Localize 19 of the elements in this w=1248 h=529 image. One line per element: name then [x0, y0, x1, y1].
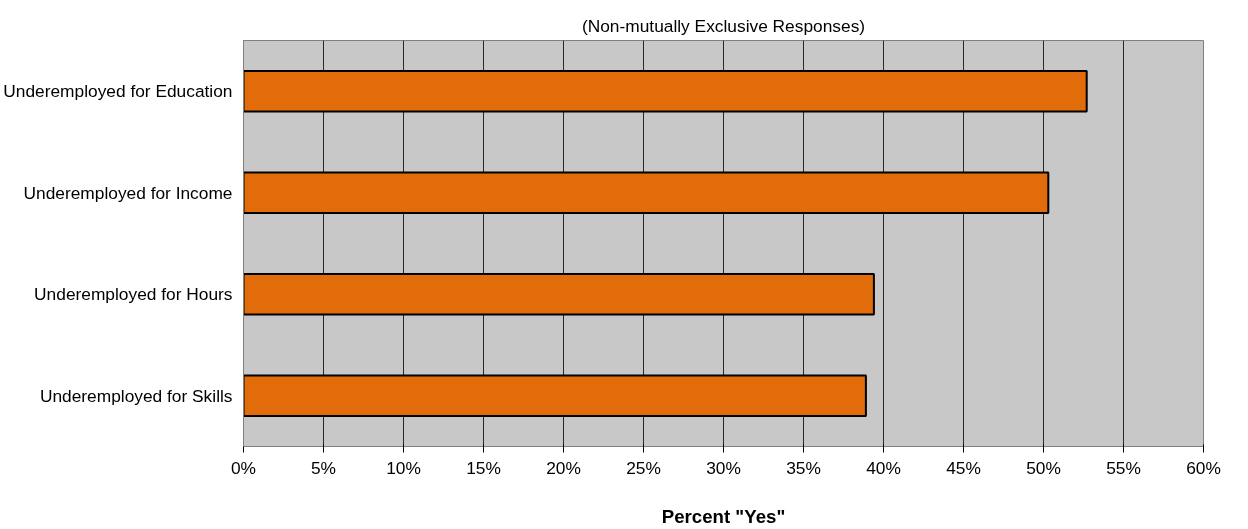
x-tick-label: 30%	[706, 457, 741, 478]
x-tick-label: 25%	[626, 457, 661, 478]
x-tick-label: 20%	[546, 457, 581, 478]
y-tick-label: Underemployed for Income	[23, 182, 233, 203]
x-tick-label: 15%	[466, 457, 501, 478]
x-tick-label: 60%	[1186, 457, 1221, 478]
x-tick-label: 10%	[386, 457, 421, 478]
chart-title: (Non-mutually Exclusive Responses)	[581, 15, 866, 36]
y-tick-label: Underemployed for Hours	[34, 284, 233, 305]
x-tick-label: 45%	[946, 457, 981, 478]
x-tick-label: 35%	[786, 457, 821, 478]
y-tick-label: Underemployed for Skills	[39, 385, 233, 406]
x-axis-title: Percent "Yes"	[661, 505, 786, 527]
x-tick-label: 55%	[1106, 457, 1141, 478]
y-tick-label: Underemployed for Education	[3, 81, 233, 102]
x-tick-label: 50%	[1026, 457, 1061, 478]
x-tick-label: 40%	[866, 457, 901, 478]
x-tick-label: 5%	[310, 457, 337, 478]
x-tick-label: 0%	[230, 457, 257, 478]
